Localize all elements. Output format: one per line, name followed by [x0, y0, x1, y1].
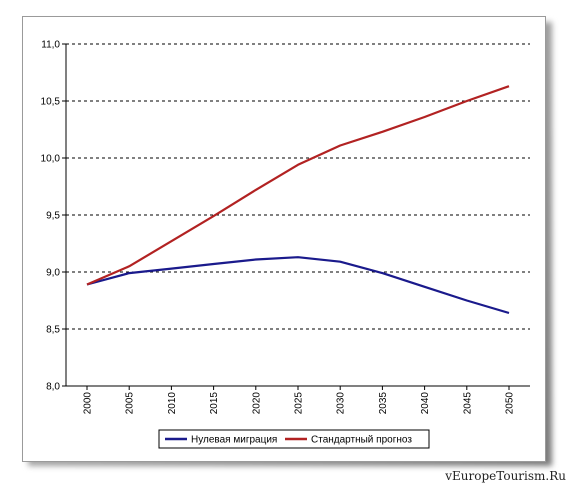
- x-tick-label: 2005: [125, 392, 136, 415]
- y-tick-label: 10,0: [41, 154, 61, 165]
- y-tick-label: 9,0: [46, 268, 60, 279]
- legend-label: Нулевая миграция: [191, 435, 277, 446]
- y-tick-labels: 8,0 8,5 9,0 9,5 10,0 10,5 11,0: [41, 40, 61, 393]
- series-lines: [86, 85, 510, 315]
- y-tick-label: 10,5: [41, 97, 61, 108]
- x-tick-labels: 2000 2005 2010 2015 2020 2025 2030 2035 2040 2045…: [83, 392, 516, 415]
- x-tick-label: 2020: [251, 392, 262, 415]
- x-tick-label: 2000: [83, 392, 94, 415]
- x-tick-label: 2030: [336, 392, 347, 415]
- chart-frame: [22, 16, 546, 462]
- legend: Нулевая миграция Стандартный прогноз: [158, 429, 430, 449]
- x-tick-label: 2045: [462, 392, 473, 415]
- x-tick-label: 2015: [209, 392, 220, 415]
- watermark: vEuropeTourism.Ru: [445, 469, 566, 483]
- series-line: [86, 256, 510, 315]
- x-tick-label: 2025: [294, 392, 305, 415]
- y-tick-label: 8,5: [46, 325, 60, 336]
- y-tick-label: 9,5: [46, 211, 60, 222]
- x-tick-label: 2010: [167, 392, 178, 415]
- x-tick-label: 2050: [505, 392, 516, 415]
- grid-lines: [66, 43, 530, 330]
- axes: [62, 43, 530, 390]
- y-tick-label: 11,0: [41, 40, 60, 51]
- x-tick-label: 2035: [378, 392, 389, 415]
- legend-label: Стандартный прогноз: [311, 435, 412, 446]
- series-line: [86, 85, 510, 286]
- x-tick-label: 2040: [420, 392, 431, 415]
- y-tick-label: 8,0: [46, 382, 60, 393]
